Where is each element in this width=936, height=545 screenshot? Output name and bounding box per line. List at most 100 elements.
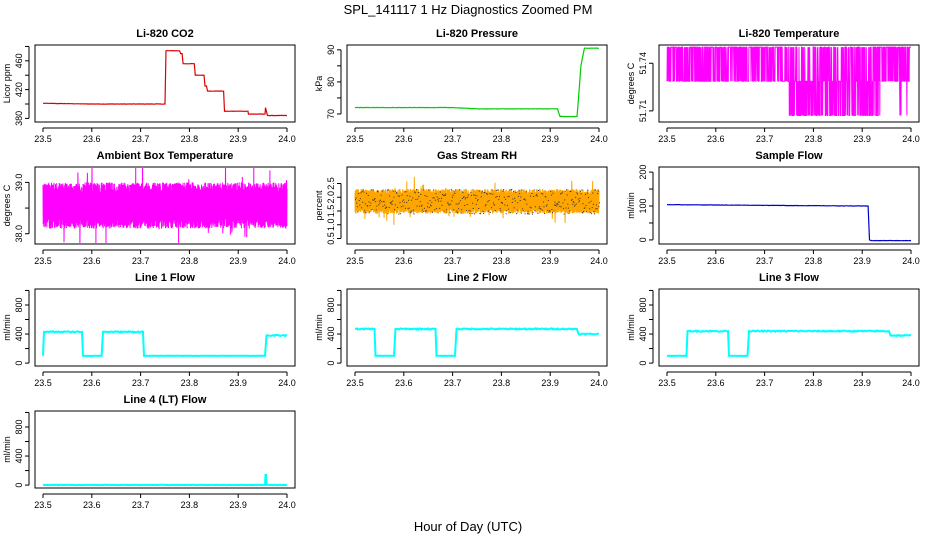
series-point bbox=[499, 196, 500, 198]
series-point bbox=[463, 196, 465, 198]
series-point bbox=[524, 213, 526, 215]
series-point bbox=[592, 192, 594, 194]
series-point bbox=[434, 199, 436, 201]
series-point bbox=[517, 195, 519, 197]
data-layer bbox=[42, 473, 288, 487]
series-point bbox=[464, 198, 466, 200]
y-tick-label: 0.5 bbox=[326, 232, 336, 245]
series-point bbox=[470, 191, 472, 193]
series-point bbox=[598, 206, 600, 208]
series-point bbox=[540, 208, 542, 210]
x-tick-label: 23.6 bbox=[707, 378, 725, 388]
series-point bbox=[514, 200, 516, 202]
series-point bbox=[550, 190, 552, 192]
series-point bbox=[443, 210, 445, 212]
series-point bbox=[388, 207, 390, 208]
series-point bbox=[379, 202, 381, 204]
series-point bbox=[527, 213, 528, 215]
series-point bbox=[395, 192, 397, 194]
figure-x-axis-label: Hour of Day (UTC) bbox=[414, 519, 522, 534]
series-point bbox=[544, 213, 546, 214]
series-point bbox=[580, 190, 582, 192]
series-point bbox=[478, 208, 480, 209]
series-point bbox=[469, 210, 471, 212]
series-point bbox=[592, 203, 594, 205]
panel-title: Sample Flow bbox=[755, 150, 823, 162]
series-point bbox=[557, 204, 559, 205]
series-point bbox=[362, 189, 364, 191]
series-point bbox=[452, 194, 454, 196]
x-tick-label: 23.5 bbox=[346, 256, 364, 266]
series-point bbox=[511, 201, 513, 203]
series-point bbox=[503, 196, 505, 198]
series-point bbox=[566, 189, 568, 191]
x-tick-label: 23.8 bbox=[805, 134, 823, 144]
series-point bbox=[517, 202, 519, 204]
series-point bbox=[520, 196, 522, 198]
series-point bbox=[497, 189, 499, 191]
series-point bbox=[444, 195, 446, 196]
series-point bbox=[477, 199, 479, 201]
series-point bbox=[586, 211, 588, 213]
series-point bbox=[375, 209, 377, 211]
series-point bbox=[391, 201, 392, 203]
series-point bbox=[547, 199, 549, 201]
series-point bbox=[397, 195, 399, 197]
series-point bbox=[590, 200, 592, 202]
panel-title: Line 1 Flow bbox=[135, 272, 195, 284]
series-point bbox=[428, 207, 430, 208]
series-point bbox=[358, 193, 360, 194]
series-point bbox=[527, 210, 529, 212]
series-point bbox=[422, 189, 424, 191]
series-point bbox=[515, 191, 517, 193]
series-point bbox=[383, 201, 385, 203]
series-point bbox=[544, 196, 546, 198]
y-axis-label: percent bbox=[314, 190, 324, 221]
x-tick-label: 23.6 bbox=[707, 256, 725, 266]
series-point bbox=[412, 197, 414, 199]
series-point bbox=[578, 200, 580, 202]
y-tick-label: 80 bbox=[326, 77, 336, 87]
series-point bbox=[480, 213, 482, 215]
series-point bbox=[406, 195, 408, 197]
series-point bbox=[506, 204, 508, 206]
series-point bbox=[556, 205, 558, 207]
data-layer bbox=[354, 176, 600, 225]
series-point bbox=[528, 213, 530, 215]
series-point bbox=[539, 208, 541, 210]
series-point bbox=[574, 205, 575, 207]
series-point bbox=[521, 189, 523, 191]
series-point bbox=[488, 210, 489, 212]
series-point bbox=[414, 192, 416, 194]
series-point bbox=[378, 204, 380, 206]
series-point bbox=[550, 194, 552, 196]
series-point bbox=[594, 213, 596, 215]
series-point bbox=[485, 204, 487, 206]
series-point bbox=[482, 211, 484, 212]
series-point bbox=[376, 205, 378, 207]
series-point bbox=[500, 209, 502, 211]
series-point bbox=[409, 195, 411, 197]
series-point bbox=[507, 196, 509, 198]
series-point bbox=[363, 191, 365, 193]
panel-line2: Line 2 Flow ml/min 23.5 23.6 23.7 23.8 23.9 24.… bbox=[314, 272, 608, 388]
series-point bbox=[422, 209, 424, 211]
series-point bbox=[577, 193, 578, 195]
series-point bbox=[556, 203, 558, 205]
series-point bbox=[486, 193, 488, 195]
x-tick-label: 24.0 bbox=[278, 500, 296, 510]
x-tick-label: 24.0 bbox=[902, 256, 920, 266]
series-point bbox=[525, 199, 527, 201]
series-point bbox=[364, 210, 366, 212]
x-tick-label: 24.0 bbox=[902, 378, 920, 388]
y-tick-label: 90 bbox=[326, 45, 336, 55]
series-point bbox=[508, 208, 510, 210]
x-tick-label: 23.5 bbox=[658, 134, 676, 144]
y-tick-label: 800 bbox=[14, 419, 24, 434]
series-point bbox=[421, 204, 423, 206]
series-point bbox=[568, 212, 570, 214]
series-point bbox=[555, 204, 557, 206]
series-point bbox=[591, 206, 593, 208]
series-point bbox=[392, 190, 394, 192]
